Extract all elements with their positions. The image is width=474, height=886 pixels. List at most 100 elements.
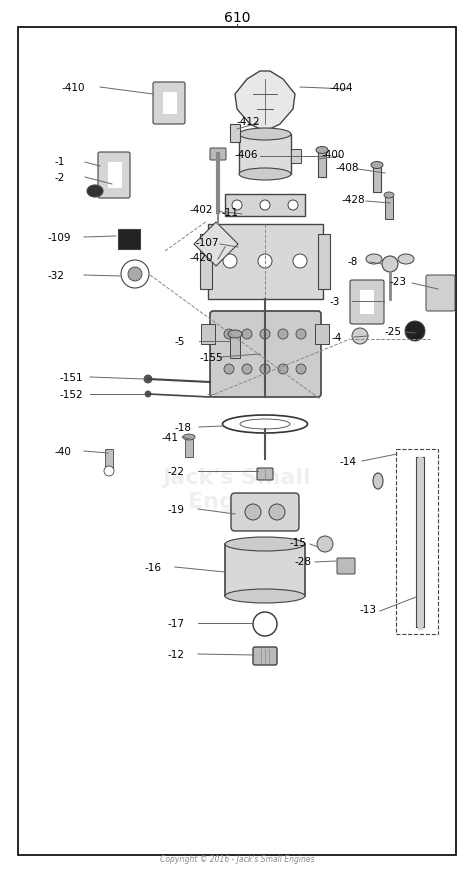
Text: -400: -400 — [322, 150, 346, 159]
Text: -16: -16 — [145, 563, 162, 572]
Bar — [239, 135, 291, 175]
Circle shape — [288, 201, 298, 211]
Text: -25: -25 — [385, 327, 402, 337]
Polygon shape — [194, 222, 238, 267]
Ellipse shape — [373, 473, 383, 489]
Circle shape — [269, 504, 285, 520]
Text: -12: -12 — [168, 649, 185, 659]
Text: -13: -13 — [360, 604, 377, 614]
Text: -11: -11 — [222, 207, 239, 218]
Text: -23: -23 — [390, 276, 407, 287]
Text: -109: -109 — [48, 233, 72, 243]
Circle shape — [121, 260, 149, 289]
Circle shape — [245, 504, 261, 520]
Circle shape — [144, 376, 152, 384]
Text: -404: -404 — [330, 83, 354, 93]
Bar — [225, 195, 305, 217]
FancyBboxPatch shape — [253, 648, 277, 665]
Bar — [318, 152, 326, 178]
FancyBboxPatch shape — [231, 494, 299, 532]
Text: -155: -155 — [200, 353, 224, 362]
Text: -428: -428 — [342, 195, 365, 205]
Circle shape — [296, 364, 306, 375]
Circle shape — [278, 330, 288, 339]
Text: -19: -19 — [168, 504, 185, 515]
Ellipse shape — [228, 330, 242, 338]
FancyBboxPatch shape — [153, 83, 185, 125]
Text: -28: -28 — [295, 556, 312, 566]
Circle shape — [242, 330, 252, 339]
Bar — [230, 125, 240, 143]
Circle shape — [296, 330, 306, 339]
Circle shape — [128, 268, 142, 282]
Text: -402: -402 — [190, 205, 213, 214]
Text: -18: -18 — [175, 423, 192, 432]
Text: -14: -14 — [340, 456, 357, 466]
FancyBboxPatch shape — [257, 469, 273, 480]
Circle shape — [145, 392, 151, 398]
Bar — [230, 337, 240, 359]
Circle shape — [224, 330, 234, 339]
Ellipse shape — [87, 186, 103, 198]
Circle shape — [293, 254, 307, 268]
Bar — [373, 167, 381, 193]
Bar — [200, 235, 212, 290]
FancyBboxPatch shape — [210, 149, 226, 161]
Bar — [108, 163, 122, 189]
FancyBboxPatch shape — [350, 281, 384, 324]
Circle shape — [242, 364, 252, 375]
Polygon shape — [235, 72, 295, 130]
Bar — [118, 229, 140, 250]
Text: -5: -5 — [175, 337, 185, 346]
Circle shape — [260, 364, 270, 375]
Bar — [396, 449, 438, 634]
Text: -40: -40 — [55, 447, 72, 456]
Text: Jack's Small
Engines: Jack's Small Engines — [163, 468, 311, 511]
Text: -22: -22 — [168, 466, 185, 477]
Bar — [291, 150, 301, 164]
Circle shape — [260, 330, 270, 339]
Text: -406: -406 — [235, 150, 258, 159]
Text: -2: -2 — [55, 173, 65, 183]
Ellipse shape — [225, 538, 305, 551]
Text: Copyright © 2016 - Jack's Small Engines: Copyright © 2016 - Jack's Small Engines — [160, 854, 314, 864]
Circle shape — [224, 364, 234, 375]
Circle shape — [382, 257, 398, 273]
Bar — [416, 457, 424, 627]
Ellipse shape — [183, 434, 195, 440]
FancyBboxPatch shape — [98, 152, 130, 198]
Ellipse shape — [398, 254, 414, 265]
Ellipse shape — [371, 162, 383, 169]
Bar — [385, 198, 393, 220]
Circle shape — [232, 201, 242, 211]
Text: -17: -17 — [168, 618, 185, 628]
Bar — [185, 439, 193, 457]
FancyBboxPatch shape — [210, 312, 321, 398]
Circle shape — [223, 254, 237, 268]
Circle shape — [317, 536, 333, 552]
Text: -410: -410 — [62, 83, 85, 93]
Bar — [105, 449, 113, 470]
Text: -8: -8 — [348, 257, 358, 267]
Bar — [208, 225, 323, 299]
Circle shape — [260, 201, 270, 211]
FancyBboxPatch shape — [426, 276, 455, 312]
FancyBboxPatch shape — [337, 558, 355, 574]
Text: -1: -1 — [55, 157, 65, 167]
Text: -408: -408 — [336, 163, 359, 173]
Circle shape — [258, 254, 272, 268]
Text: -41: -41 — [162, 432, 179, 442]
Bar — [360, 291, 374, 315]
Bar — [318, 235, 330, 290]
Text: -412: -412 — [237, 117, 261, 127]
Bar — [225, 544, 305, 596]
Ellipse shape — [239, 169, 291, 181]
Text: -4: -4 — [332, 332, 342, 343]
Bar — [163, 93, 177, 115]
Bar — [201, 324, 215, 345]
Ellipse shape — [366, 254, 382, 265]
Text: -32: -32 — [48, 271, 65, 281]
Text: -107: -107 — [196, 237, 219, 248]
Ellipse shape — [316, 147, 328, 154]
Text: -15: -15 — [290, 538, 307, 548]
